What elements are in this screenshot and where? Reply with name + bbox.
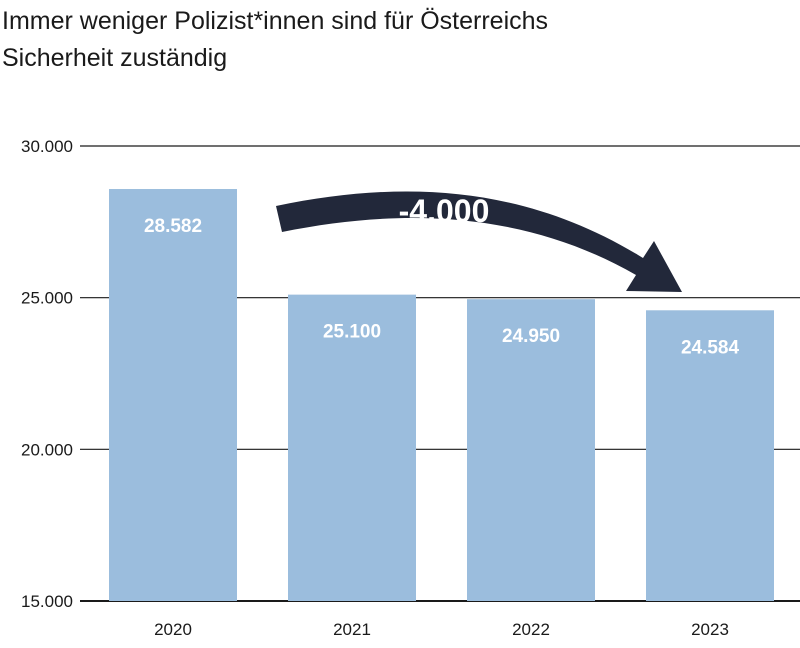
bar [646, 310, 774, 601]
y-tick-label: 15.000 [21, 592, 73, 611]
bars [109, 189, 774, 601]
trend-annotation: -4.000 [276, 191, 682, 292]
x-tick-label: 2022 [512, 620, 550, 639]
data-label: 24.950 [502, 326, 560, 347]
y-axis-ticks: 15.000 20.000 25.000 30.000 [21, 137, 73, 611]
data-label: 28.582 [144, 216, 202, 237]
bar [288, 294, 416, 601]
bar [467, 299, 595, 601]
x-axis-ticks: 2020 2021 2022 2023 [154, 620, 729, 639]
trend-arrow-icon [276, 191, 682, 292]
annotation-label: -4.000 [399, 193, 490, 229]
y-tick-label: 20.000 [21, 440, 73, 459]
chart-title-line-1: Immer weniger Polizist*innen sind für Ös… [2, 7, 548, 35]
data-labels: 28.582 25.100 24.950 24.584 [144, 216, 740, 358]
data-label: 24.584 [681, 337, 740, 358]
x-tick-label: 2023 [691, 620, 729, 639]
y-tick-label: 25.000 [21, 289, 73, 308]
x-tick-label: 2021 [333, 620, 371, 639]
chart-title-line-2: Sicherheit zuständig [2, 44, 227, 72]
data-label: 25.100 [323, 322, 381, 343]
x-tick-label: 2020 [154, 620, 192, 639]
y-tick-label: 30.000 [21, 137, 73, 156]
bar [109, 189, 237, 601]
